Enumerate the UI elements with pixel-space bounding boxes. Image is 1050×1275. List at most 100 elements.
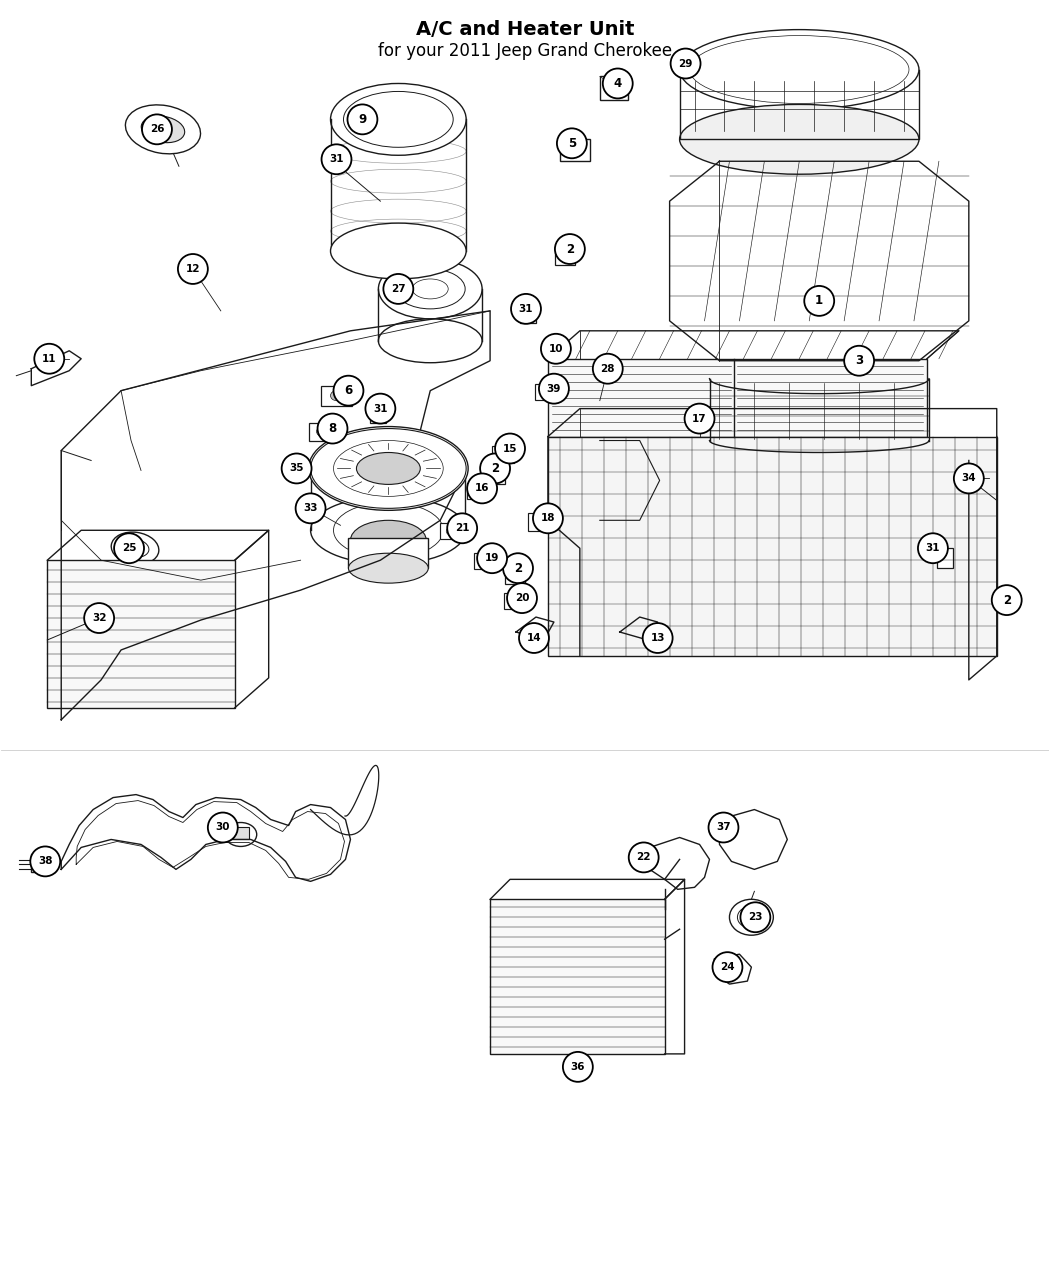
Bar [505,569,525,584]
Circle shape [629,843,658,872]
Text: 39: 39 [547,384,561,394]
Text: 14: 14 [527,632,542,643]
Circle shape [554,235,585,264]
Circle shape [953,463,984,493]
Text: 26: 26 [150,125,164,134]
Ellipse shape [542,388,552,395]
Text: 11: 11 [42,353,57,363]
Circle shape [348,105,377,134]
Ellipse shape [378,259,482,319]
Circle shape [84,603,114,632]
Ellipse shape [313,450,369,486]
Circle shape [603,69,633,98]
Circle shape [804,286,834,316]
Text: 19: 19 [485,553,499,564]
Bar [467,483,487,500]
Bar [490,899,665,1054]
Bar [320,385,353,405]
Text: 32: 32 [92,613,106,623]
Bar [560,139,590,161]
Circle shape [685,404,714,434]
Bar [548,358,927,436]
Circle shape [296,493,326,523]
Ellipse shape [331,223,466,279]
Bar [327,157,344,171]
Text: 2: 2 [1003,594,1011,607]
Bar [47,560,235,708]
Ellipse shape [356,453,420,484]
Text: 12: 12 [186,264,201,274]
Text: 28: 28 [601,363,615,374]
Ellipse shape [480,557,490,565]
Text: 10: 10 [549,344,563,353]
Text: 35: 35 [290,463,303,473]
Bar [600,76,628,101]
Circle shape [383,274,414,303]
Circle shape [844,346,874,376]
Ellipse shape [378,319,482,362]
Ellipse shape [111,532,159,565]
Bar [485,468,505,484]
Text: 23: 23 [749,912,762,922]
Circle shape [503,553,533,583]
Ellipse shape [992,586,1021,615]
Text: 16: 16 [475,483,489,493]
Text: 20: 20 [514,593,529,603]
Text: 2: 2 [513,562,522,575]
Text: 4: 4 [613,76,622,91]
Text: 8: 8 [329,422,337,435]
Circle shape [918,533,948,564]
Circle shape [507,583,537,613]
Text: for your 2011 Jeep Grand Cherokee: for your 2011 Jeep Grand Cherokee [378,42,672,60]
Text: 6: 6 [344,384,353,397]
Circle shape [208,812,237,843]
Circle shape [447,514,477,543]
Bar [937,548,952,569]
Circle shape [511,295,541,324]
Bar [548,436,996,655]
Circle shape [142,115,172,144]
Text: 5: 5 [568,136,576,149]
Text: 37: 37 [716,822,731,833]
Text: 31: 31 [926,543,940,553]
Bar [349,538,428,569]
Circle shape [713,952,742,982]
Circle shape [365,394,396,423]
Ellipse shape [225,822,256,847]
Circle shape [496,434,525,463]
Circle shape [30,847,60,876]
Text: 24: 24 [720,963,735,972]
Text: 21: 21 [455,523,469,533]
Text: 17: 17 [692,413,707,423]
Text: 9: 9 [358,113,366,126]
Circle shape [334,376,363,405]
Circle shape [321,144,352,175]
Circle shape [541,334,571,363]
Text: 38: 38 [38,857,52,867]
Ellipse shape [446,528,456,536]
Ellipse shape [679,105,919,175]
Ellipse shape [730,899,774,935]
Text: 31: 31 [373,404,387,413]
Bar [309,422,336,441]
Circle shape [539,374,569,404]
Bar [492,445,514,463]
Circle shape [281,454,312,483]
Text: 31: 31 [519,303,533,314]
Ellipse shape [567,143,583,157]
Circle shape [740,903,771,932]
Circle shape [467,473,497,504]
Ellipse shape [331,83,466,156]
Ellipse shape [511,597,521,606]
Circle shape [317,413,348,444]
Text: 3: 3 [855,354,863,367]
Bar [520,309,536,323]
Text: 31: 31 [330,154,343,164]
Circle shape [563,1052,593,1081]
Ellipse shape [536,519,546,527]
Ellipse shape [316,427,329,436]
Circle shape [477,543,507,574]
Text: 2: 2 [566,242,574,255]
Bar [233,827,249,839]
Ellipse shape [679,29,919,110]
